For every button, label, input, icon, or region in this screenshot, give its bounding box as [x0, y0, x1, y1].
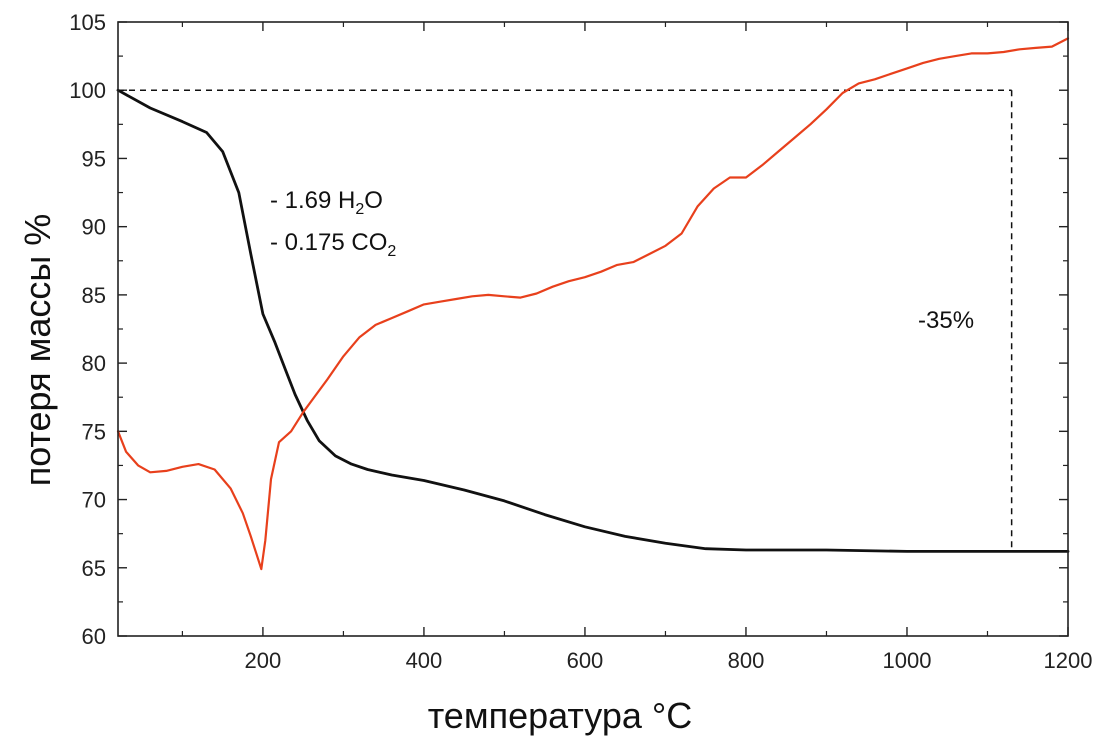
- x-tick-label-2: 600: [567, 648, 604, 673]
- y-tick-label-5: 85: [82, 283, 106, 308]
- x-tick-label-5: 1200: [1044, 648, 1093, 673]
- y-tick-label-6: 90: [82, 215, 106, 240]
- x-tick-label-0: 200: [245, 648, 282, 673]
- series-layer: [116, 37, 1070, 571]
- y-tick-label-4: 80: [82, 351, 106, 376]
- x-axis-title: температура °C: [428, 695, 693, 736]
- y-tick-label-8: 100: [69, 78, 106, 103]
- y-tick-label-7: 95: [82, 146, 106, 171]
- x-tick-label-3: 800: [728, 648, 765, 673]
- annotation-co2: - 0.175 CO2: [270, 229, 396, 260]
- x-tick-label-4: 1000: [883, 648, 932, 673]
- guides-layer: [118, 89, 1013, 552]
- y-tick-label-0: 60: [82, 624, 106, 649]
- y-tick-label-3: 75: [82, 419, 106, 444]
- plot-frame: [117, 21, 1069, 637]
- y-tick-label-1: 65: [82, 556, 106, 581]
- annotation-h2o: - 1.69 H2O: [270, 187, 383, 218]
- y-tick-label-2: 70: [82, 488, 106, 513]
- annotation-mass-loss: -35%: [918, 307, 974, 334]
- x-tick-label-1: 400: [406, 648, 443, 673]
- y-tick-label-9: 105: [69, 10, 106, 35]
- series-line-mass: [116, 88, 1070, 553]
- y-axis-title: потеря массы %: [17, 214, 58, 487]
- ticks-layer: 60 65 70 75 80 85 90 95 100 105 200 400 600 800 1000 12…: [69, 10, 1092, 673]
- series-line-dtg: [116, 37, 1070, 571]
